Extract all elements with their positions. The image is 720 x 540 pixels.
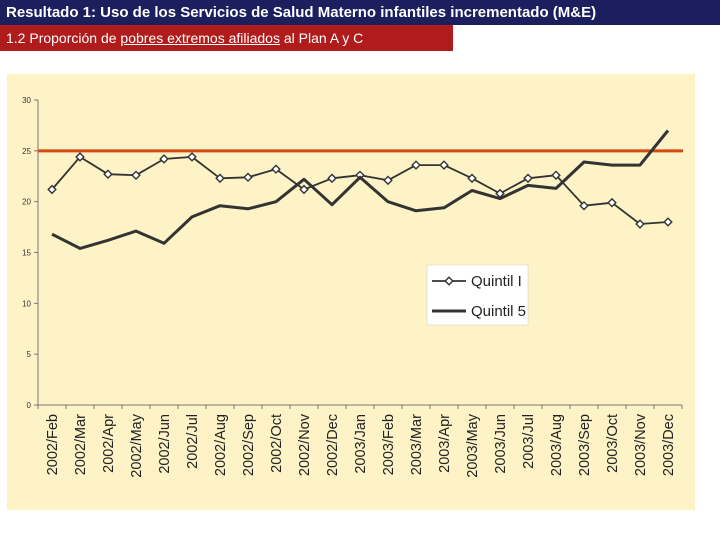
subtitle-underlined: pobres extremos afiliados xyxy=(120,30,280,46)
series-line-2 xyxy=(51,129,670,250)
data-point-marker xyxy=(299,184,309,195)
x-tick-label: 2003/Oct xyxy=(605,414,621,473)
x-tick-label: 2003/Apr xyxy=(437,414,453,473)
slide-subtitle: 1.2 Proporción de pobres extremos afilia… xyxy=(0,25,453,51)
x-tick-label: 2002/Nov xyxy=(297,413,313,476)
chart-panel xyxy=(7,74,695,510)
x-tick-label: 2003/Aug xyxy=(549,414,565,476)
x-tick-label: 2002/Aug xyxy=(213,414,229,476)
y-tick-label: 15 xyxy=(22,249,31,258)
x-tick-label: 2002/Mar xyxy=(73,414,89,475)
data-point-marker xyxy=(103,169,113,180)
legend-box xyxy=(426,264,529,326)
x-axis-ticks: 2002/Feb 2002/Mar 2002/Apr 2002/May 2002/Jun… xyxy=(37,405,683,478)
chart-axes xyxy=(37,100,682,406)
series-line-1 xyxy=(51,155,669,225)
x-tick-label: 2002/Apr xyxy=(101,414,117,473)
data-point-marker xyxy=(383,175,393,186)
data-point-marker xyxy=(131,170,141,181)
x-tick-label: 2003/May xyxy=(465,413,481,477)
x-tick-label: 2002/Jun xyxy=(157,414,173,474)
data-point-marker xyxy=(159,154,169,164)
x-tick-label: 2003/Dec xyxy=(661,414,677,476)
x-tick-label: 2003/Mar xyxy=(409,414,425,475)
data-point-marker xyxy=(243,172,253,183)
x-tick-label: 2003/Feb xyxy=(381,414,397,475)
data-point-marker xyxy=(523,173,533,184)
y-tick-label: 5 xyxy=(27,350,32,359)
data-point-marker xyxy=(215,173,225,184)
chart-legend: Quintil I Quintil 5 xyxy=(426,264,529,326)
data-point-marker xyxy=(551,170,561,181)
x-tick-label: 2003/Nov xyxy=(633,413,649,476)
slide-title: Resultado 1: Uso de los Servicios de Sal… xyxy=(0,0,720,25)
data-point-marker xyxy=(439,160,449,170)
y-tick-label: 25 xyxy=(22,147,31,156)
data-point-marker xyxy=(187,152,197,162)
y-axis-ticks: 0 5 10 15 20 25 30 xyxy=(22,96,38,410)
x-tick-label: 2002/Dec xyxy=(325,414,341,476)
x-tick-label: 2002/Oct xyxy=(269,414,285,473)
legend-marker xyxy=(444,276,454,286)
x-tick-label: 2003/Jun xyxy=(493,414,509,474)
subtitle-suffix: al Plan A y C xyxy=(283,30,364,46)
data-point-marker xyxy=(579,200,589,211)
data-point-marker xyxy=(607,197,617,208)
data-point-marker xyxy=(635,219,645,229)
data-point-marker xyxy=(467,173,477,184)
data-point-marker xyxy=(411,160,421,170)
data-point-marker xyxy=(271,164,281,174)
x-tick-label: 2003/Sep xyxy=(577,414,593,476)
x-tick-label: 2002/May xyxy=(129,413,145,477)
data-point-marker xyxy=(47,184,57,195)
subtitle-prefix: 1.2 Proporción de xyxy=(6,30,117,46)
data-point-marker xyxy=(327,173,337,184)
x-tick-label: 2003/Jul xyxy=(521,414,537,469)
y-tick-label: 0 xyxy=(27,401,32,410)
x-tick-label: 2003/Jan xyxy=(353,414,369,474)
y-tick-label: 20 xyxy=(22,198,31,207)
data-point-marker xyxy=(663,217,673,227)
x-tick-label: 2002/Feb xyxy=(45,414,61,475)
series-group xyxy=(47,129,673,250)
x-tick-label: 2002/Jul xyxy=(185,414,201,469)
legend-label: Quintil 5 xyxy=(471,303,526,320)
y-tick-label: 10 xyxy=(22,299,31,308)
y-tick-label: 30 xyxy=(22,96,31,105)
x-tick-label: 2002/Sep xyxy=(241,414,257,476)
data-point-marker xyxy=(75,152,85,162)
legend-label: Quintil I xyxy=(471,273,522,290)
